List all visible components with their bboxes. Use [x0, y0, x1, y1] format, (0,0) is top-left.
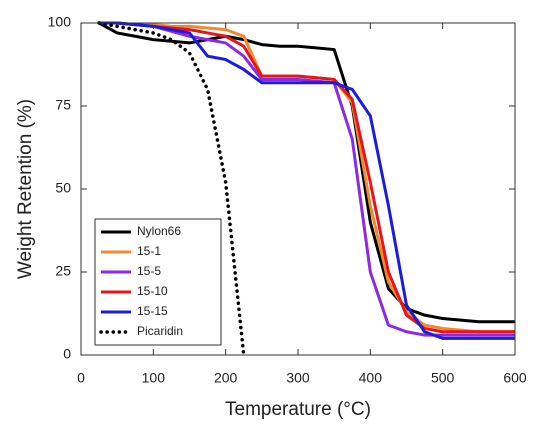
x-tick-label: 400 — [359, 370, 383, 386]
x-tick-label: 500 — [431, 370, 455, 386]
x-axis-title: Temperature (°C) — [225, 399, 371, 420]
series-line — [99, 21, 515, 340]
x-tick-label: 200 — [214, 370, 238, 386]
legend-label: Picaridin — [137, 324, 183, 338]
legend-label: Nylon66 — [137, 224, 181, 238]
legend-label: 15-5 — [137, 264, 161, 278]
legend-box — [94, 218, 222, 346]
y-tick-label: 0 — [63, 346, 71, 362]
x-tick-label: 600 — [503, 370, 527, 386]
y-tick-label: 75 — [55, 97, 71, 113]
y-tick-label: 50 — [55, 180, 71, 196]
legend-label: 15-10 — [137, 284, 168, 298]
legend: Nylon66 15-1 15-5 15-10 15-15 Picaridin — [94, 218, 222, 346]
x-tick-label: 100 — [142, 370, 166, 386]
x-tick-label: 300 — [286, 370, 310, 386]
series-line — [97, 21, 246, 357]
plot-frame — [80, 22, 516, 356]
legend-label: 15-15 — [137, 304, 168, 318]
y-tick-label: 25 — [55, 263, 71, 279]
series-line — [98, 21, 515, 324]
y-tick-label: 100 — [48, 14, 72, 30]
y-axis-title: Weight Retention (%) — [15, 99, 36, 279]
legend-label: 15-1 — [137, 244, 161, 258]
x-tick-label: 0 — [77, 370, 85, 386]
